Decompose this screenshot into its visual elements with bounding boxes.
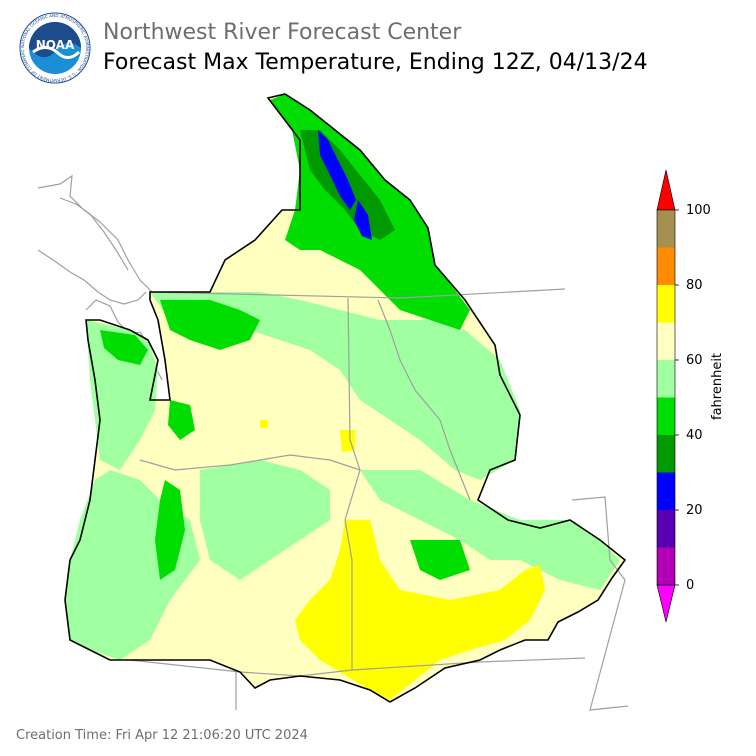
creation-time: Creation Time: Fri Apr 12 21:06:20 UTC 2…: [16, 728, 308, 743]
colorbar-bin-40-50: [657, 397, 675, 435]
colorbar-tick-20: 20: [686, 503, 703, 518]
noaa-logo: NOAA NATIONAL OCEANIC AND ATMOSPHERIC AD…: [19, 12, 91, 84]
basin-boundary: [64, 93, 627, 703]
colorbar-bin-50-60: [657, 360, 675, 398]
colorbar-bin-10-20: [657, 510, 675, 548]
colorbar-bin-60-70: [657, 322, 675, 360]
colorbar-tick-0: 0: [686, 578, 695, 593]
colorbar-bin-70-80: [657, 285, 675, 323]
organization-title: Northwest River Forecast Center: [103, 20, 462, 45]
colorbar-frame: [656, 209, 676, 586]
colorbar-unit-label: fahrenheit: [710, 352, 725, 420]
temperature-colorbar: [656, 169, 679, 623]
colorbar-bin-0-10: [657, 547, 675, 585]
colorbar-bin-30-40: [657, 435, 675, 473]
colorbar-tick-100: 100: [686, 203, 711, 218]
map-title: Forecast Max Temperature, Ending 12Z, 04…: [103, 50, 648, 75]
colorbar-over-arrow: [656, 169, 676, 211]
colorbar-tick-80: 80: [686, 278, 703, 293]
colorbar-under-arrow: [656, 584, 676, 623]
colorbar-tick-60: 60: [686, 353, 703, 368]
colorbar-bin-90-100: [657, 210, 675, 248]
basin-fill: [65, 94, 625, 702]
colorbar-bin-80-90: [657, 247, 675, 285]
svg-text:NOAA: NOAA: [36, 38, 75, 52]
state-lines: [129, 288, 629, 711]
colorbar-tick-40: 40: [686, 428, 703, 443]
colorbar-bin-20-30: [657, 472, 675, 510]
